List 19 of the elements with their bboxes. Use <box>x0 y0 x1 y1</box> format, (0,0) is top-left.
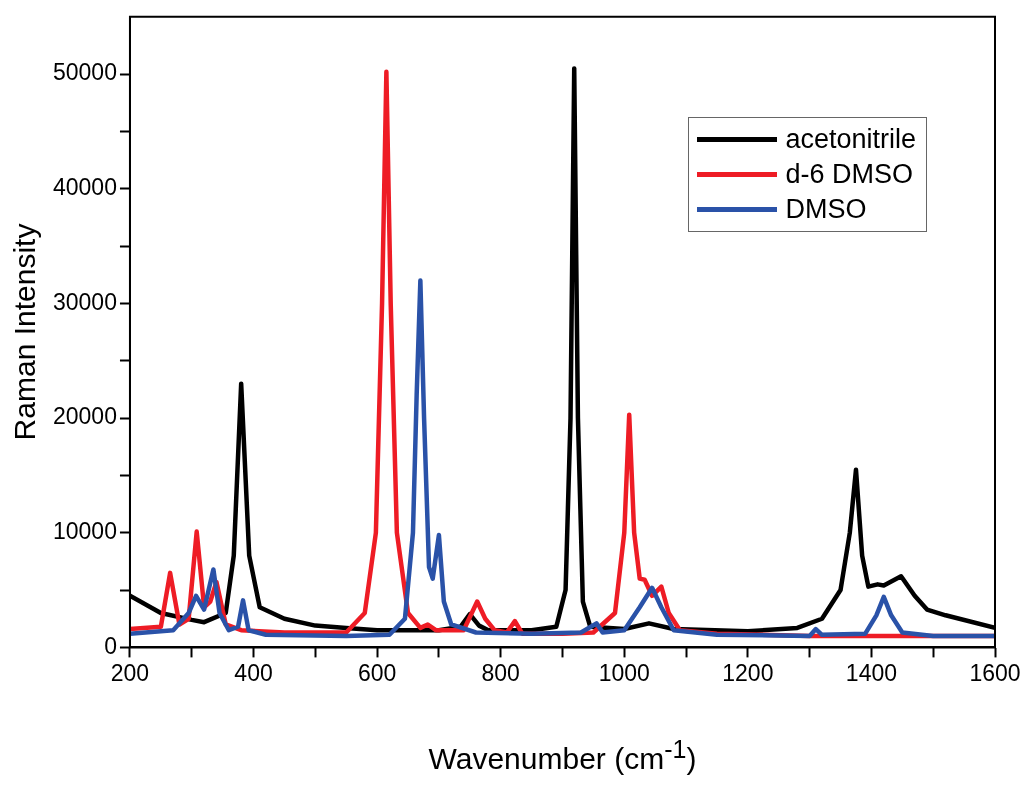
y-tick-label: 30000 <box>52 288 117 315</box>
legend-label: acetonitrile <box>785 122 916 156</box>
x-tick-label: 1400 <box>845 659 898 686</box>
x-tick-label: 600 <box>357 659 397 686</box>
x-tick-label: 1600 <box>969 659 1021 686</box>
y-tick-label: 50000 <box>52 59 117 86</box>
x-axis-title: Wavenumber (cm$^{-1}$) <box>427 735 698 776</box>
legend-label: d-6 DMSO <box>785 157 913 191</box>
x-tick-label: 400 <box>234 659 273 686</box>
y-tick-label: 20000 <box>52 403 117 430</box>
y-tick-label: 40000 <box>52 174 117 201</box>
y-tick-label: 0 <box>104 632 117 659</box>
x-tick-label: 200 <box>110 659 150 686</box>
y-axis-title: Raman Intensity <box>8 223 42 441</box>
x-tick-label: 1200 <box>722 659 774 686</box>
x-tick-label: 800 <box>481 659 520 686</box>
x-tick-label: 1000 <box>598 659 650 686</box>
y-tick-label: 10000 <box>52 518 117 545</box>
legend-label: DMSO <box>785 192 867 226</box>
